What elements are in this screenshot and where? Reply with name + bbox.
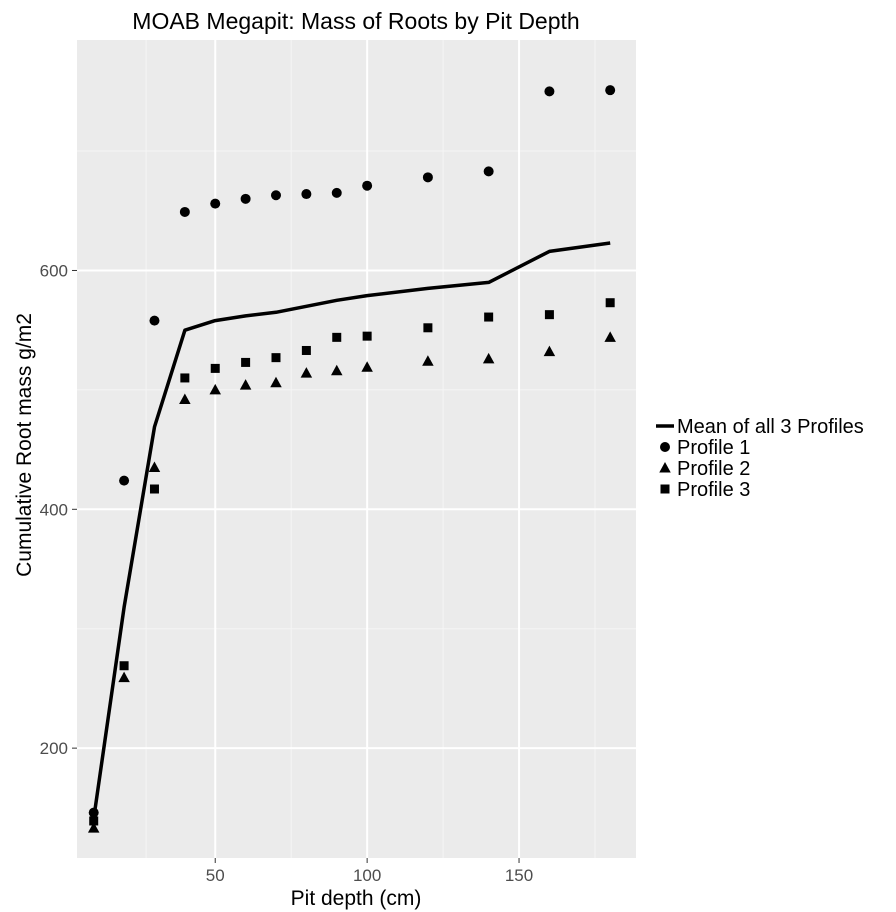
mean-line: [91, 241, 611, 819]
x-tick-label: 150: [505, 866, 533, 885]
series-2: [88, 85, 616, 818]
data-point: [149, 315, 160, 326]
data-point: [543, 345, 556, 357]
x-axis-title: Pit depth (cm): [291, 887, 422, 910]
data-point: [148, 461, 161, 473]
legend-item: Profile 2: [659, 458, 750, 480]
data-point: [361, 361, 373, 372]
y-tick-label: 600: [40, 261, 68, 280]
y-tick-label: 400: [40, 500, 68, 519]
data-point: [362, 180, 373, 191]
data-point: [422, 172, 433, 183]
data-point: [239, 379, 252, 390]
axes: 50 100 150 200 400 600: [40, 261, 534, 885]
legend-label: Profile 3: [677, 479, 750, 501]
data-point: [604, 331, 616, 342]
data-point: [119, 661, 129, 671]
data-point: [241, 357, 251, 367]
data-point: [331, 187, 342, 198]
data-point: [544, 310, 554, 320]
data-point: [210, 363, 220, 373]
y-axis-title: Cumulative Root mass g/m2: [13, 313, 36, 577]
panel-background: [77, 40, 636, 858]
plot-panel: [77, 40, 636, 858]
data-point: [179, 393, 191, 404]
legend-item: Mean of all 3 Profiles: [656, 416, 864, 438]
legend-key-marker: [660, 442, 670, 452]
data-point: [331, 364, 343, 376]
x-tick-label: 50: [206, 866, 225, 885]
legend-label: Mean of all 3 Profiles: [677, 416, 864, 438]
data-point: [270, 190, 281, 201]
data-point: [605, 298, 615, 308]
series-4: [89, 298, 615, 826]
data-point: [240, 193, 251, 204]
legend-key-marker: [660, 484, 670, 494]
data-point: [119, 475, 130, 486]
data-point: [270, 376, 282, 388]
data-point: [423, 323, 433, 333]
legend-label: Profile 2: [677, 458, 750, 480]
legend-key-marker: [659, 462, 671, 473]
chart-title: MOAB Megapit: Mass of Roots by Pit Depth: [132, 8, 579, 34]
data-point: [362, 331, 372, 341]
data-point: [210, 198, 221, 209]
legend-item: Profile 3: [660, 479, 750, 501]
data-point: [484, 312, 494, 322]
series-layer: [87, 85, 616, 833]
data-point: [89, 816, 99, 826]
data-point: [271, 353, 281, 363]
data-point: [209, 383, 221, 395]
data-point: [332, 332, 342, 342]
data-point: [301, 189, 312, 200]
y-tick-label: 200: [40, 739, 68, 758]
data-point: [544, 86, 555, 97]
data-point: [605, 85, 616, 96]
x-tick-label: 100: [353, 866, 381, 885]
data-point: [422, 355, 434, 366]
data-point: [482, 352, 495, 364]
series-3: [87, 331, 616, 833]
data-point: [118, 671, 130, 683]
data-point: [88, 807, 99, 818]
gridlines: [77, 40, 636, 858]
data-point: [87, 822, 100, 833]
data-point: [149, 484, 159, 494]
data-point: [179, 206, 190, 217]
data-point: [301, 345, 311, 355]
legend-item: Profile 1: [660, 437, 750, 459]
series-1: [91, 241, 611, 819]
data-point: [483, 166, 494, 177]
legend-label: Profile 1: [677, 437, 750, 459]
data-point: [180, 373, 190, 383]
data-point: [300, 367, 313, 378]
